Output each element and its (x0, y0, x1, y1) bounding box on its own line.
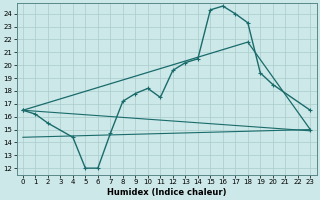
X-axis label: Humidex (Indice chaleur): Humidex (Indice chaleur) (107, 188, 226, 197)
